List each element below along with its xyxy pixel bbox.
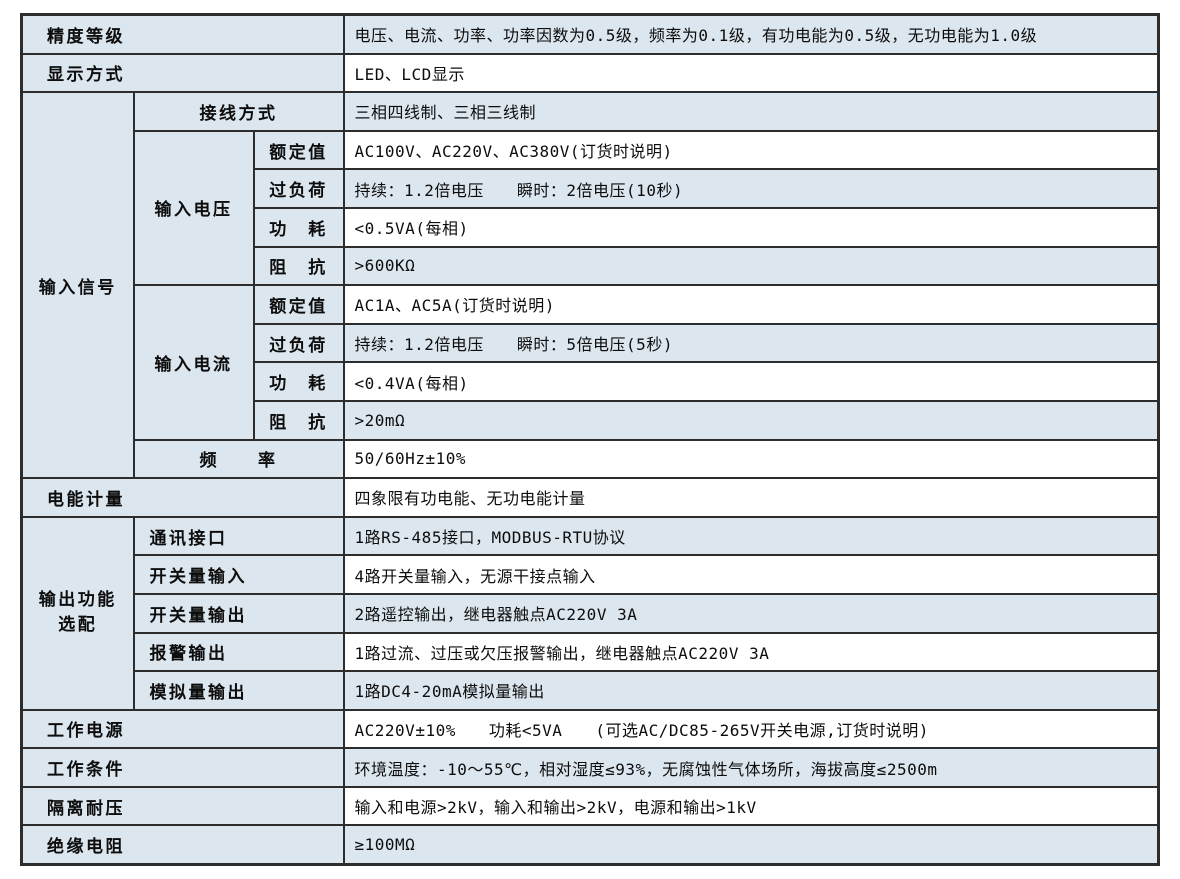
row-frequency: 频 率 50/60Hz±10% [22, 438, 1160, 480]
conditions-label: 工作条件 [20, 747, 345, 788]
comm-value: 1路RS-485接口，MODBUS-RTU协议 [342, 515, 1160, 557]
row-conditions: 工作条件 环境温度：-10～55℃，相对湿度≤93%，无腐蚀性气体场所，海拔高度… [20, 747, 1160, 788]
output-group-label: 输出功能 选配 [20, 515, 135, 711]
row-voltage-rated: 输入电压 额定值 AC100V、AC220V、AC380V(订货时说明) [22, 129, 1160, 287]
row-energy: 电能计量 四象限有功电能、无功电能计量 [20, 477, 1160, 518]
output-group-label-line2: 选配 [58, 615, 98, 636]
row-current-rated: 输入电流 额定值 AC1A、AC5A(订货时说明) [22, 284, 1160, 441]
energy-value: 四象限有功电能、无功电能计量 [342, 477, 1160, 518]
frequency-label: 频 率 [132, 438, 345, 480]
display-value: LED、LCD显示 [342, 52, 1160, 94]
power-label: 工作电源 [20, 708, 345, 750]
row-current-overload: 过负荷 持续：1.2倍电压 瞬时：5倍电压(5秒) [22, 322, 1160, 364]
row-power: 工作电源 AC220V±10% 功耗<5VA (可选AC/DC85-265V开关… [20, 708, 1160, 750]
row-voltage-consumption: 功 耗 <0.5VA(每相) [22, 206, 1160, 248]
output-group-label-line1: 输出功能 [38, 590, 117, 611]
voltage-overload-label: 过负荷 [252, 168, 345, 209]
insulation-value: ≥100MΩ [342, 824, 1160, 866]
current-overload-label: 过负荷 [252, 322, 345, 364]
isolation-label: 隔离耐压 [20, 785, 345, 827]
digital-in-label: 开关量输入 [132, 554, 345, 595]
row-current-impedance: 阻 抗 >20mΩ [22, 399, 1160, 441]
voltage-overload-value: 持续：1.2倍电压 瞬时：2倍电压(10秒) [342, 168, 1160, 209]
voltage-rated-label: 额定值 [252, 129, 345, 171]
row-current-consumption: 功 耗 <0.4VA(每相) [22, 361, 1160, 402]
insulation-label: 绝缘电阻 [20, 824, 345, 866]
row-comm: 输出功能 选配 通讯接口 1路RS-485接口，MODBUS-RTU协议 [20, 515, 1160, 711]
analog-out-value: 1路DC4-20mA模拟量输出 [342, 670, 1160, 711]
current-rated-value: AC1A、AC5A(订货时说明) [342, 284, 1160, 325]
frequency-value: 50/60Hz±10% [342, 438, 1160, 480]
row-alarm-out: 报警输出 1路过流、过压或欠压报警输出，继电器触点AC220V 3A [22, 631, 1160, 673]
accuracy-label: 精度等级 [20, 13, 345, 55]
current-impedance-value: >20mΩ [342, 399, 1160, 441]
accuracy-value: 电压、电流、功率、功率因数为0.5级，频率为0.1级，有功电能为0.5级，无功电… [342, 13, 1160, 55]
row-insulation: 绝缘电阻 ≥100MΩ [20, 824, 1160, 866]
energy-label: 电能计量 [20, 477, 345, 518]
row-display: 显示方式 LED、LCD显示 [20, 52, 1160, 94]
current-consumption-label: 功 耗 [252, 361, 345, 402]
power-value: AC220V±10% 功耗<5VA (可选AC/DC85-265V开关电源,订货… [342, 708, 1160, 750]
display-label: 显示方式 [20, 52, 345, 94]
digital-out-label: 开关量输出 [132, 592, 345, 634]
row-wiring: 输入信号 接线方式 三相四线制、三相三线制 [20, 91, 1160, 480]
alarm-out-label: 报警输出 [132, 631, 345, 673]
voltage-consumption-label: 功 耗 [252, 206, 345, 248]
comm-label: 通讯接口 [132, 515, 345, 557]
voltage-impedance-value: >600KΩ [342, 245, 1160, 287]
voltage-consumption-value: <0.5VA(每相) [342, 206, 1160, 248]
voltage-impedance-label: 阻 抗 [252, 245, 345, 287]
conditions-value: 环境温度：-10～55℃，相对湿度≤93%，无腐蚀性气体场所，海拔高度≤2500… [342, 747, 1160, 788]
digital-in-value: 4路开关量输入，无源干接点输入 [342, 554, 1160, 595]
input-voltage-label: 输入电压 [132, 129, 255, 287]
isolation-value: 输入和电源>2kV，输入和输出>2kV，电源和输出>1kV [342, 785, 1160, 827]
wiring-value: 三相四线制、三相三线制 [342, 91, 1160, 132]
alarm-out-value: 1路过流、过压或欠压报警输出，继电器触点AC220V 3A [342, 631, 1160, 673]
current-rated-label: 额定值 [252, 284, 345, 325]
row-accuracy: 精度等级 电压、电流、功率、功率因数为0.5级，频率为0.1级，有功电能为0.5… [20, 13, 1160, 55]
row-voltage-impedance: 阻 抗 >600KΩ [22, 245, 1160, 287]
wiring-label: 接线方式 [132, 91, 345, 132]
spec-table: 精度等级 电压、电流、功率、功率因数为0.5级，频率为0.1级，有功电能为0.5… [20, 13, 1160, 867]
current-consumption-value: <0.4VA(每相) [342, 361, 1160, 402]
row-digital-in: 开关量输入 4路开关量输入，无源干接点输入 [22, 554, 1160, 595]
row-digital-out: 开关量输出 2路遥控输出，继电器触点AC220V 3A [22, 592, 1160, 634]
input-signal-label: 输入信号 [20, 91, 135, 480]
input-current-label: 输入电流 [132, 284, 255, 441]
row-isolation: 隔离耐压 输入和电源>2kV，输入和输出>2kV，电源和输出>1kV [20, 785, 1160, 827]
digital-out-value: 2路遥控输出，继电器触点AC220V 3A [342, 592, 1160, 634]
row-analog-out: 模拟量输出 1路DC4-20mA模拟量输出 [22, 670, 1160, 711]
current-overload-value: 持续：1.2倍电压 瞬时：5倍电压(5秒) [342, 322, 1160, 364]
current-impedance-label: 阻 抗 [252, 399, 345, 441]
analog-out-label: 模拟量输出 [132, 670, 345, 711]
row-voltage-overload: 过负荷 持续：1.2倍电压 瞬时：2倍电压(10秒) [22, 168, 1160, 209]
voltage-rated-value: AC100V、AC220V、AC380V(订货时说明) [342, 129, 1160, 171]
